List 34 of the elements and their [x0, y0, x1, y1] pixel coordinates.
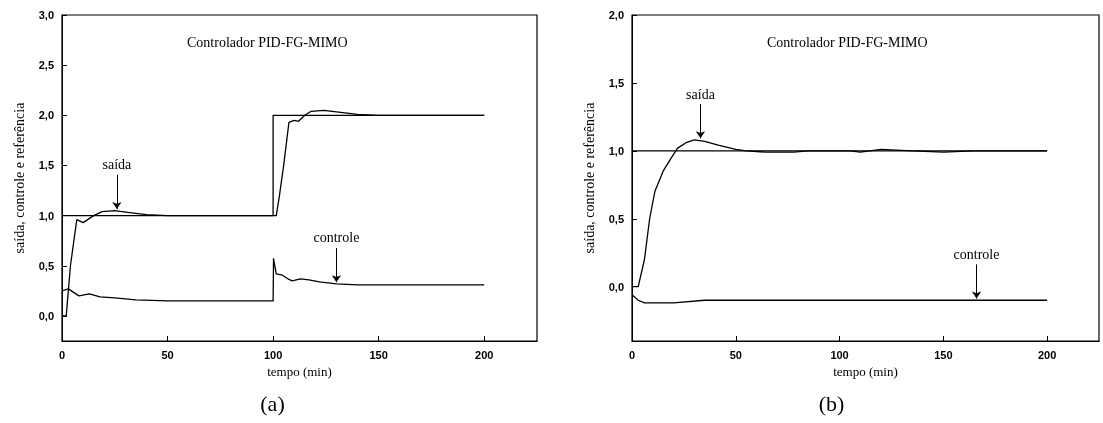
x-axis-title: tempo (min)	[833, 364, 898, 379]
annotation: saída	[686, 86, 716, 102]
x-tick-label: 100	[830, 348, 849, 361]
y-tick-label: 0,0	[38, 309, 54, 322]
text: Controlador PID-FG-MIMO	[187, 34, 348, 50]
x-tick-label: 150	[369, 348, 388, 361]
y-tick-label: 2,0	[608, 9, 624, 21]
y-tick-label: 3,0	[38, 9, 54, 21]
annotation: saída	[102, 157, 133, 173]
y-tick-label: 0,5	[38, 259, 54, 272]
x-tick-label: 50	[161, 348, 174, 361]
text: (b)	[818, 390, 845, 416]
y-tick-label: 1,0	[608, 144, 624, 157]
text: (a)	[260, 390, 285, 416]
x-axis-title: tempo (min)	[267, 364, 332, 379]
y-tick-label: 1,0	[38, 209, 54, 222]
x-tick-label: 200	[475, 348, 494, 361]
x-tick-label: 0	[628, 348, 636, 361]
y-tick-label: 2,5	[38, 59, 54, 72]
annotation: controle	[953, 246, 1000, 262]
y-axis-title: saída, controle e referência	[581, 101, 597, 254]
y-tick-label: 0,0	[608, 280, 624, 293]
annotation: controle	[313, 230, 360, 246]
y-tick-label: 1,5	[38, 159, 54, 172]
y-axis-title: saída, controle e referência	[11, 101, 27, 254]
x-tick-label: 0	[58, 348, 66, 361]
x-tick-label: 150	[934, 348, 953, 361]
y-tick-label: 1,5	[608, 76, 624, 89]
x-tick-label: 200	[1037, 348, 1057, 361]
y-tick-label: 2,0	[38, 109, 54, 122]
text: Controlador PID-FG-MIMO	[767, 34, 928, 50]
x-tick-label: 100	[263, 348, 283, 361]
x-tick-label: 50	[729, 348, 742, 361]
y-tick-label: 0,5	[608, 212, 624, 225]
